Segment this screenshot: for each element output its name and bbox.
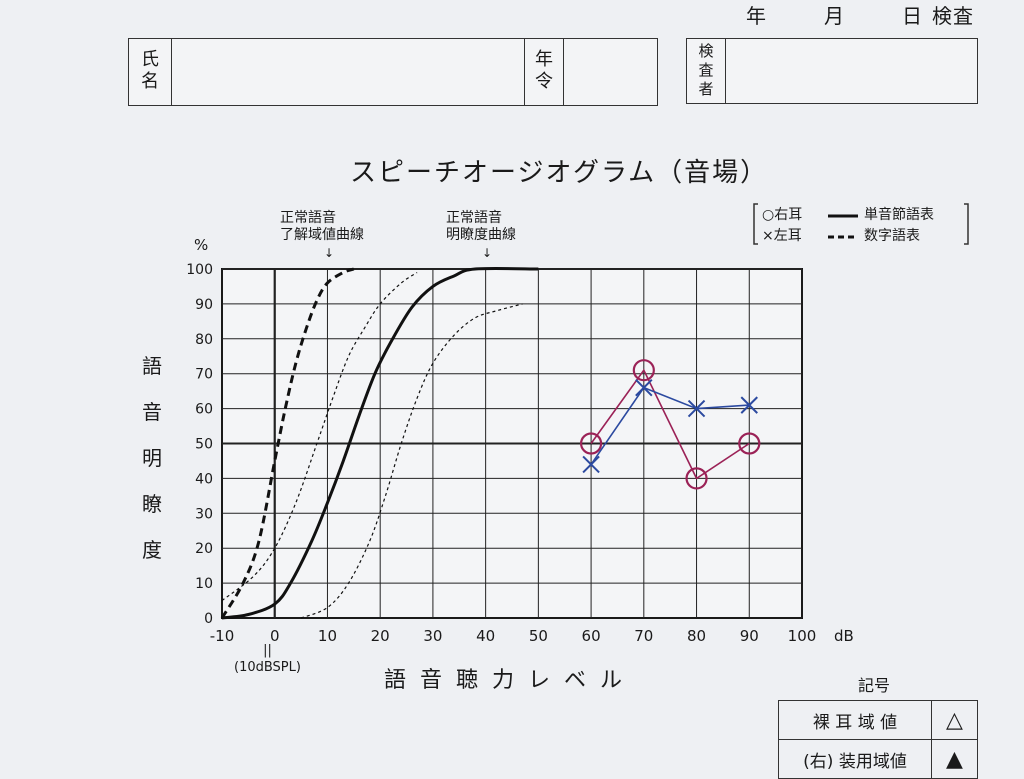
x-tick-label: 60 xyxy=(582,627,601,645)
month-label: 月 xyxy=(824,4,845,28)
x-tick-label: 70 xyxy=(634,627,653,645)
x-tick-label: -10 xyxy=(210,627,235,645)
y-tick-label: 40 xyxy=(195,471,213,487)
left-ear-line xyxy=(590,386,750,465)
examiner-label-cell: 検 査 者 xyxy=(687,39,726,103)
name-field[interactable] xyxy=(172,39,524,105)
y-tick-label: 70 xyxy=(195,367,213,383)
year-label: 年 xyxy=(746,4,767,28)
patient-info-box: 氏 名 年 令 xyxy=(128,38,658,106)
symbol-table: 裸 耳 域 値 △ (右) 装用域値 ▲ xyxy=(778,700,978,779)
x-tick-label: 100 xyxy=(788,627,817,645)
y-axis-label-char: 明 xyxy=(142,446,162,470)
age-label: 年 令 xyxy=(535,49,553,92)
y-tick-label: 90 xyxy=(195,297,213,313)
y-unit: % xyxy=(194,236,209,254)
left-ear-marker xyxy=(635,378,653,397)
y-tick-label: 50 xyxy=(195,437,213,453)
y-axis-label-char: 音 xyxy=(142,400,162,424)
left-ear-marker xyxy=(687,399,706,418)
y-axis-label-char: 度 xyxy=(142,538,162,562)
reference-curve xyxy=(220,267,355,619)
x-axis-label: 語音聴力レベル xyxy=(384,668,637,693)
age-label-cell: 年 令 xyxy=(524,39,564,105)
y-tick-label: 80 xyxy=(195,332,213,348)
symbol-row: (右) 装用域値 ▲ xyxy=(778,739,978,779)
right-ear-line xyxy=(590,368,750,480)
triangle-filled-icon: ▲ xyxy=(931,739,978,779)
examiner-field[interactable] xyxy=(727,39,977,103)
legend-left-ear: ×左耳 xyxy=(762,228,802,244)
day-label: 日 xyxy=(902,4,923,28)
x-tick-label: 20 xyxy=(371,627,390,645)
symbol-table-title: 記号 xyxy=(858,676,891,695)
examiner-label: 検 査 者 xyxy=(698,42,714,98)
symbol-row: 裸 耳 域 値 △ xyxy=(778,700,978,740)
y-axis-label-char: 瞭 xyxy=(142,492,162,516)
plot-area xyxy=(221,268,803,619)
right-ear-marker xyxy=(685,467,708,490)
name-label-cell: 氏 名 xyxy=(129,39,172,105)
left-ear-marker xyxy=(740,396,758,414)
x-tick-label: 80 xyxy=(687,627,706,645)
left-ear-marker xyxy=(582,455,600,474)
arrow-down-icon: ↓ xyxy=(324,246,335,260)
legend-right-ear: ○右耳 xyxy=(762,207,803,223)
y-tick-label: 100 xyxy=(186,262,213,278)
legend-monosyllable: 単音節語表 xyxy=(864,207,934,223)
name-label: 氏 名 xyxy=(141,49,159,92)
x-unit-label: dB xyxy=(834,627,854,645)
x-tick-label: 90 xyxy=(740,627,759,645)
clarity-curve-note: 正常語音 明瞭度曲線 xyxy=(446,210,516,243)
y-tick-label: 10 xyxy=(195,576,213,592)
legend-brackets xyxy=(753,203,969,245)
x-tick-label: 10 xyxy=(318,627,337,645)
x-tick-label: 30 xyxy=(423,627,442,645)
reference-curve xyxy=(221,266,539,620)
symbol-row-label: (右) 装用域値 xyxy=(778,739,932,779)
examiner-box: 検 査 者 xyxy=(686,38,978,104)
chart-title: スピーチオージオグラム（音場） xyxy=(350,158,769,188)
y-axis-label-char: 語 xyxy=(142,354,162,378)
threshold-curve-note: 正常語音 了解域値曲線 xyxy=(280,210,364,243)
arrow-down-icon: ↓ xyxy=(482,246,493,260)
y-tick-label: 0 xyxy=(204,611,213,627)
x-tick-label: 40 xyxy=(476,627,495,645)
y-tick-label: 60 xyxy=(195,402,213,418)
x-tick-label: 50 xyxy=(529,627,548,645)
reference-curve xyxy=(300,303,523,619)
right-ear-marker xyxy=(632,359,655,382)
legend: ○右耳 ×左耳 単音節語表 数字語表 xyxy=(752,202,970,246)
triangle-outline-icon: △ xyxy=(931,700,978,740)
exam-label: 検査 xyxy=(932,4,974,28)
x-axis-sub-label: || (10dBSPL) xyxy=(234,643,301,675)
y-tick-label: 30 xyxy=(195,506,213,522)
right-ear-marker xyxy=(738,432,761,455)
right-ear-marker xyxy=(579,432,603,455)
symbol-row-label: 裸 耳 域 値 xyxy=(778,700,932,740)
legend-digit: 数字語表 xyxy=(864,228,920,244)
y-tick-label: 20 xyxy=(195,541,213,557)
reference-curve xyxy=(221,271,418,602)
age-field[interactable] xyxy=(564,39,657,105)
